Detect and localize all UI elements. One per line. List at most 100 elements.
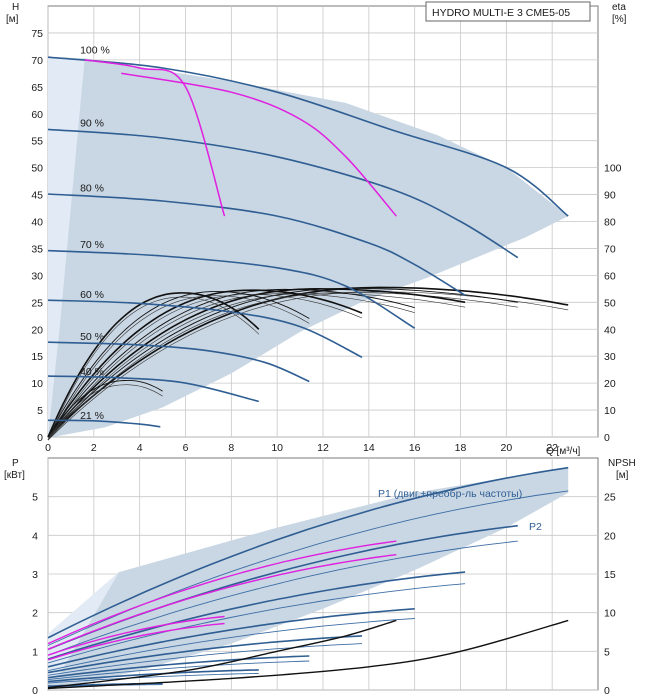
magenta-power-curve — [47, 540, 397, 645]
eta-tick-label: 30 — [604, 351, 616, 363]
p2-curve — [47, 618, 415, 672]
speed-label: 80 % — [80, 182, 104, 194]
power-axis-name: P — [12, 458, 19, 469]
y-tick-label: 20 — [31, 324, 43, 336]
speed-curve — [47, 299, 363, 359]
speed-curve — [47, 193, 466, 296]
head-axis-unit: [м] — [6, 14, 19, 25]
p2-curve — [47, 583, 466, 664]
speed-label: 40 % — [80, 366, 104, 378]
speed-label: 90 % — [80, 118, 104, 130]
npsh-tick-label: 10 — [604, 608, 616, 620]
y-tick-label: 65 — [31, 82, 43, 94]
p2-curve — [47, 540, 518, 656]
x-tick-label: 16 — [409, 442, 421, 454]
power-tick-label: 5 — [32, 492, 38, 504]
p1-curve — [47, 466, 569, 639]
npsh-axis-unit: [м] — [616, 470, 629, 481]
x-tick-label: 10 — [271, 442, 283, 454]
eta-tick-label: 100 — [604, 163, 622, 175]
x-tick-label: 20 — [500, 442, 512, 454]
y-tick-label: 15 — [31, 351, 43, 363]
npsh-tick-label: 0 — [604, 685, 610, 697]
x-tick-label: 18 — [455, 442, 467, 454]
speed-curve — [47, 249, 416, 329]
p1-curve — [47, 655, 310, 679]
speed-label: 60 % — [80, 289, 104, 301]
p1-curve-label: P1 (двиг.+преобр-ль частоты) — [378, 488, 522, 500]
flow-axis-label: Q [м³/ч] — [546, 446, 581, 457]
efficiency-curve — [47, 379, 163, 438]
npsh-axis-name: NPSH — [608, 458, 636, 469]
speed-label: 70 % — [80, 239, 104, 251]
magenta-power-curve — [47, 615, 225, 656]
eta-tick-label: 90 — [604, 190, 616, 202]
y-tick-label: 30 — [31, 270, 43, 282]
eta-tick-label: 0 — [604, 432, 610, 444]
head-axis-name: H — [12, 2, 19, 13]
y-tick-label: 60 — [31, 109, 43, 121]
y-tick-label: 55 — [31, 136, 43, 148]
x-tick-label: 8 — [228, 442, 234, 454]
eta-axis-unit: [%] — [612, 14, 627, 25]
x-tick-label: 12 — [317, 442, 329, 454]
y-tick-label: 50 — [31, 163, 43, 175]
magenta-curve — [84, 59, 226, 217]
efficiency-curve-thin — [47, 296, 260, 441]
power-axis-unit: [кВт] — [4, 470, 25, 481]
eta-tick-label: 50 — [604, 297, 616, 309]
power-operating-region-light — [48, 572, 119, 679]
npsh-tick-label: 15 — [604, 569, 616, 581]
head-operating-region — [48, 57, 569, 437]
eta-tick-label: 40 — [604, 324, 616, 336]
efficiency-curve-thin — [47, 294, 363, 441]
x-tick-label: 0 — [45, 442, 51, 454]
p1-curve — [47, 635, 363, 674]
eta-tick-label: 70 — [604, 243, 616, 255]
y-tick-label: 70 — [31, 55, 43, 67]
y-tick-label: 5 — [37, 405, 43, 417]
efficiency-curve — [47, 292, 260, 438]
p2-curve — [47, 660, 310, 681]
chart-title: HYDRO MULTI-E 3 CME5-05 — [432, 7, 570, 19]
title-box — [425, 1, 591, 22]
y-tick-label: 25 — [31, 297, 43, 309]
efficiency-curve-thin — [47, 384, 163, 441]
power-tick-label: 0 — [32, 685, 38, 697]
x-tick-label: 2 — [91, 442, 97, 454]
eta-axis-name: eta — [612, 2, 626, 13]
speed-curve — [47, 341, 310, 383]
npsh-curve — [47, 619, 397, 689]
power-operating-region — [48, 467, 569, 689]
power-tick-label: 4 — [32, 530, 38, 542]
efficiency-curve-thin — [47, 292, 518, 441]
npsh-tick-label: 20 — [604, 530, 616, 542]
speed-label: 21 % — [80, 410, 104, 422]
p1-curve — [47, 571, 466, 660]
x-tick-label: 22 — [546, 442, 558, 454]
p2-curve — [47, 672, 259, 684]
efficiency-curve — [47, 286, 569, 438]
eta-tick-label: 20 — [604, 378, 616, 390]
p1-curve — [47, 669, 259, 683]
y-tick-label: 40 — [31, 217, 43, 229]
magenta-curve — [121, 72, 397, 217]
y-tick-label: 75 — [31, 28, 43, 40]
magenta-power-curve — [47, 622, 225, 661]
npsh-tick-label: 5 — [604, 646, 610, 658]
x-tick-label: 4 — [137, 442, 143, 454]
magenta-power-curve — [47, 554, 397, 651]
speed-curve — [47, 419, 161, 428]
power-tick-label: 1 — [32, 646, 38, 658]
y-tick-label: 0 — [37, 432, 43, 444]
speed-curve — [47, 56, 569, 217]
eta-tick-label: 80 — [604, 217, 616, 229]
p2-curve-label: P2 — [529, 521, 542, 533]
eta-tick-label: 60 — [604, 270, 616, 282]
speed-curve — [47, 375, 259, 403]
npsh-tick-label: 25 — [604, 492, 616, 504]
y-tick-label: 10 — [31, 378, 43, 390]
power-npsh-panel: 0 1 2 3 4 5 0 5 10 15 20 25 — [32, 457, 616, 697]
speed-label: 50 % — [80, 331, 104, 343]
